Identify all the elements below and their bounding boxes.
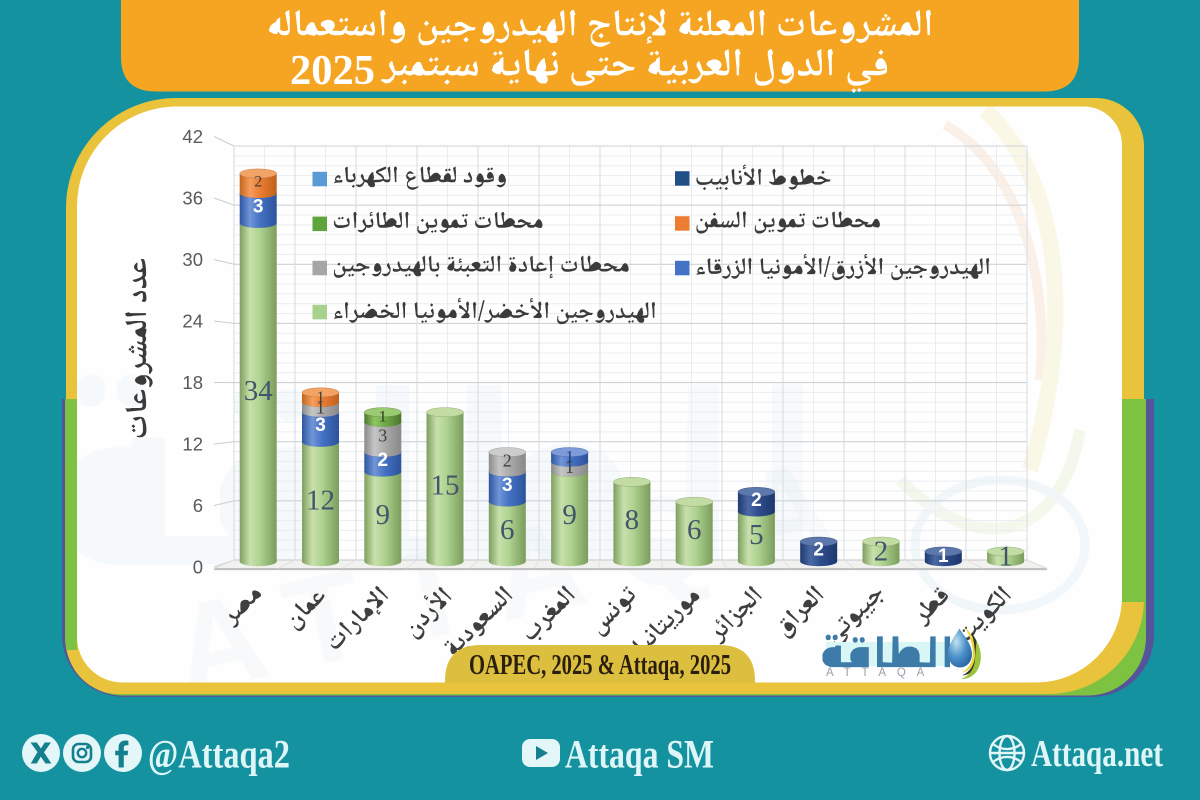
svg-text:2: 2 [378,450,389,471]
svg-text:2: 2 [874,536,889,568]
svg-text:2: 2 [254,173,262,190]
svg-text:9: 9 [562,499,577,531]
svg-text:3: 3 [502,475,513,496]
svg-text:5: 5 [749,519,764,551]
svg-text:6: 6 [500,514,515,546]
svg-text:30: 30 [182,249,203,270]
svg-text:1: 1 [566,449,574,466]
svg-text:24: 24 [182,311,203,332]
svg-text:9: 9 [376,499,391,531]
svg-text:3: 3 [378,426,387,446]
svg-text:6: 6 [193,495,203,516]
svg-text:1: 1 [317,389,325,406]
svg-text:15: 15 [431,469,460,501]
svg-text:36: 36 [182,188,203,209]
svg-text:3: 3 [315,415,326,436]
svg-text:18: 18 [182,372,203,393]
svg-text:2: 2 [751,490,762,511]
svg-text:42: 42 [182,126,203,147]
svg-text:34: 34 [244,375,274,407]
svg-text:1: 1 [379,409,387,426]
svg-text:6: 6 [687,514,702,546]
svg-text:8: 8 [625,504,640,536]
svg-text:Attaqa.net: Attaqa.net [1031,733,1163,775]
svg-text:1: 1 [316,397,325,417]
svg-text:12: 12 [306,484,335,516]
svg-text:ATTAQA: ATTAQA [826,667,935,679]
svg-text:2: 2 [813,540,824,561]
svg-text:OAPEC, 2025 & Attaqa, 2025: OAPEC, 2025 & Attaqa, 2025 [469,649,731,681]
svg-text:12: 12 [182,434,203,455]
svg-text:Attaqa SM: Attaqa SM [565,732,714,777]
svg-text:@Attaqa2: @Attaqa2 [148,732,290,777]
svg-text:2: 2 [503,451,512,471]
svg-text:3: 3 [253,196,264,217]
svg-text:1: 1 [938,546,949,567]
svg-text:0: 0 [193,557,203,578]
svg-text:1: 1 [565,457,574,477]
svg-text:1: 1 [998,541,1013,573]
svg-text:2025: 2025 [290,48,375,94]
